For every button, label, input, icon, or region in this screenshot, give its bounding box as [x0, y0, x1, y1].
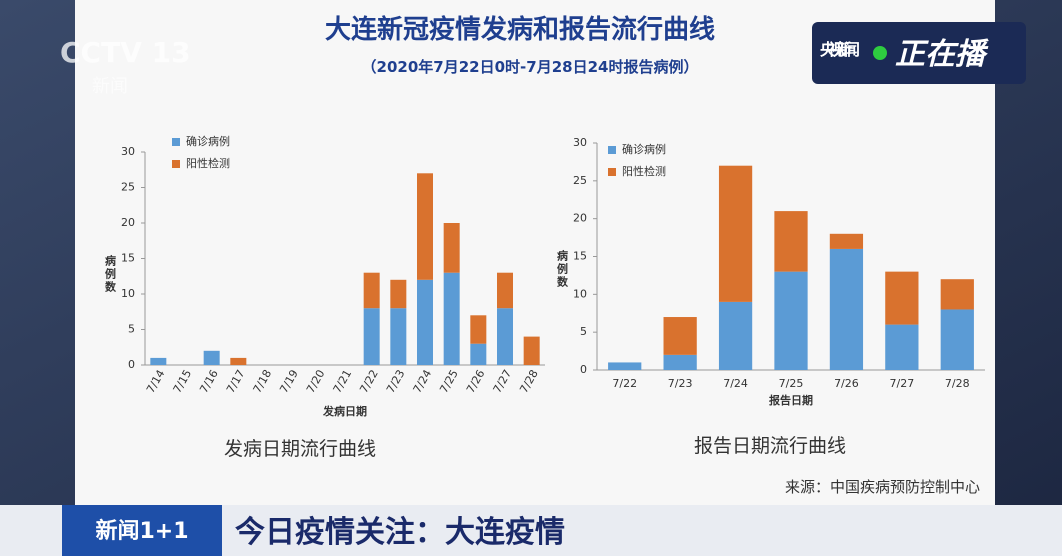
bar-segment — [363, 272, 380, 309]
y-tick-label: 30 — [121, 145, 135, 158]
x-tick-label: 7/24 — [723, 377, 748, 390]
x-tick-label: 7/28 — [945, 377, 970, 390]
live-dot — [873, 46, 887, 60]
legend-label: 阳性检测 — [186, 156, 230, 170]
bar-segment — [443, 272, 460, 365]
bar-segment — [829, 233, 864, 249]
bar-segment — [718, 301, 753, 370]
bar-segment — [497, 308, 513, 365]
channel-name: 新闻 — [92, 76, 128, 97]
bar-segment — [417, 173, 433, 280]
bar-segment — [203, 350, 220, 365]
bar-segment — [230, 357, 247, 365]
x-tick-label: 7/26 — [834, 377, 859, 390]
legend-swatch — [172, 160, 180, 168]
x-tick-label: 7/23 — [668, 377, 693, 390]
y-axis-label: 病例数 — [556, 249, 569, 289]
y-tick-label: 15 — [573, 250, 587, 263]
y-tick-label: 20 — [121, 216, 135, 229]
chart-caption: 报告日期流行曲线 — [694, 435, 846, 457]
bar-segment — [663, 354, 697, 370]
slide-subtitle: （2020年7月22日0时-7月28日24时报告病例） — [362, 58, 699, 76]
live-status: 正在播 — [895, 37, 989, 72]
y-axis-label: 病例数 — [104, 254, 117, 294]
y-tick-label: 30 — [573, 136, 587, 149]
y-tick-label: 25 — [121, 181, 135, 194]
live-badge — [812, 22, 1026, 84]
bar-segment — [470, 315, 487, 344]
bar-segment — [470, 343, 487, 365]
bar-segment — [608, 362, 642, 370]
program-logo: 新闻1+1 — [95, 518, 188, 544]
program-logo-box — [62, 505, 222, 556]
bar-segment — [718, 165, 753, 302]
y-tick-label: 15 — [121, 252, 135, 265]
chart-caption: 发病日期流行曲线 — [224, 438, 376, 460]
y-tick-label: 10 — [573, 287, 587, 300]
bar-segment — [417, 279, 433, 365]
source: 来源：中国疾病预防控制中心 — [785, 478, 980, 496]
legend-label: 确诊病例 — [622, 142, 666, 156]
bar-segment — [774, 211, 808, 272]
x-axis-label: 发病日期 — [322, 404, 367, 418]
bar-segment — [829, 248, 864, 370]
bar-segment — [885, 271, 919, 325]
bar-segment — [774, 271, 808, 370]
y-tick-label: 5 — [580, 325, 587, 338]
bar-segment — [885, 324, 919, 370]
live-brand: 央视新闻 — [820, 40, 860, 59]
bar-segment — [390, 279, 407, 309]
legend-swatch — [608, 146, 616, 154]
bar-segment — [443, 223, 460, 273]
legend-swatch — [172, 138, 180, 146]
bar-segment — [150, 357, 167, 365]
legend-label: 阳性检测 — [622, 164, 666, 178]
x-tick-label: 7/22 — [612, 377, 637, 390]
y-tick-label: 0 — [580, 363, 587, 376]
bar-segment — [523, 336, 540, 365]
x-tick-label: 7/25 — [779, 377, 804, 390]
y-tick-label: 20 — [573, 212, 587, 225]
bar-segment — [497, 272, 513, 309]
bar-segment — [363, 308, 380, 365]
bar-segment — [663, 317, 697, 355]
bar-segment — [390, 308, 407, 365]
legend-label: 确诊病例 — [186, 134, 230, 148]
y-tick-label: 10 — [121, 287, 135, 300]
bar-segment — [940, 279, 974, 310]
bar-segment — [940, 309, 974, 370]
y-tick-label: 25 — [573, 174, 587, 187]
y-tick-label: 0 — [128, 358, 135, 371]
y-tick-label: 5 — [128, 323, 135, 336]
slide-title: 大连新冠疫情发病和报告流行曲线 — [325, 14, 715, 45]
legend-swatch — [608, 168, 616, 176]
x-axis-label: 报告日期 — [769, 393, 813, 407]
x-tick-label: 7/27 — [890, 377, 915, 390]
headline: 今日疫情关注：大连疫情 — [235, 515, 565, 550]
channel-logo: CCTV 13 — [60, 36, 191, 69]
